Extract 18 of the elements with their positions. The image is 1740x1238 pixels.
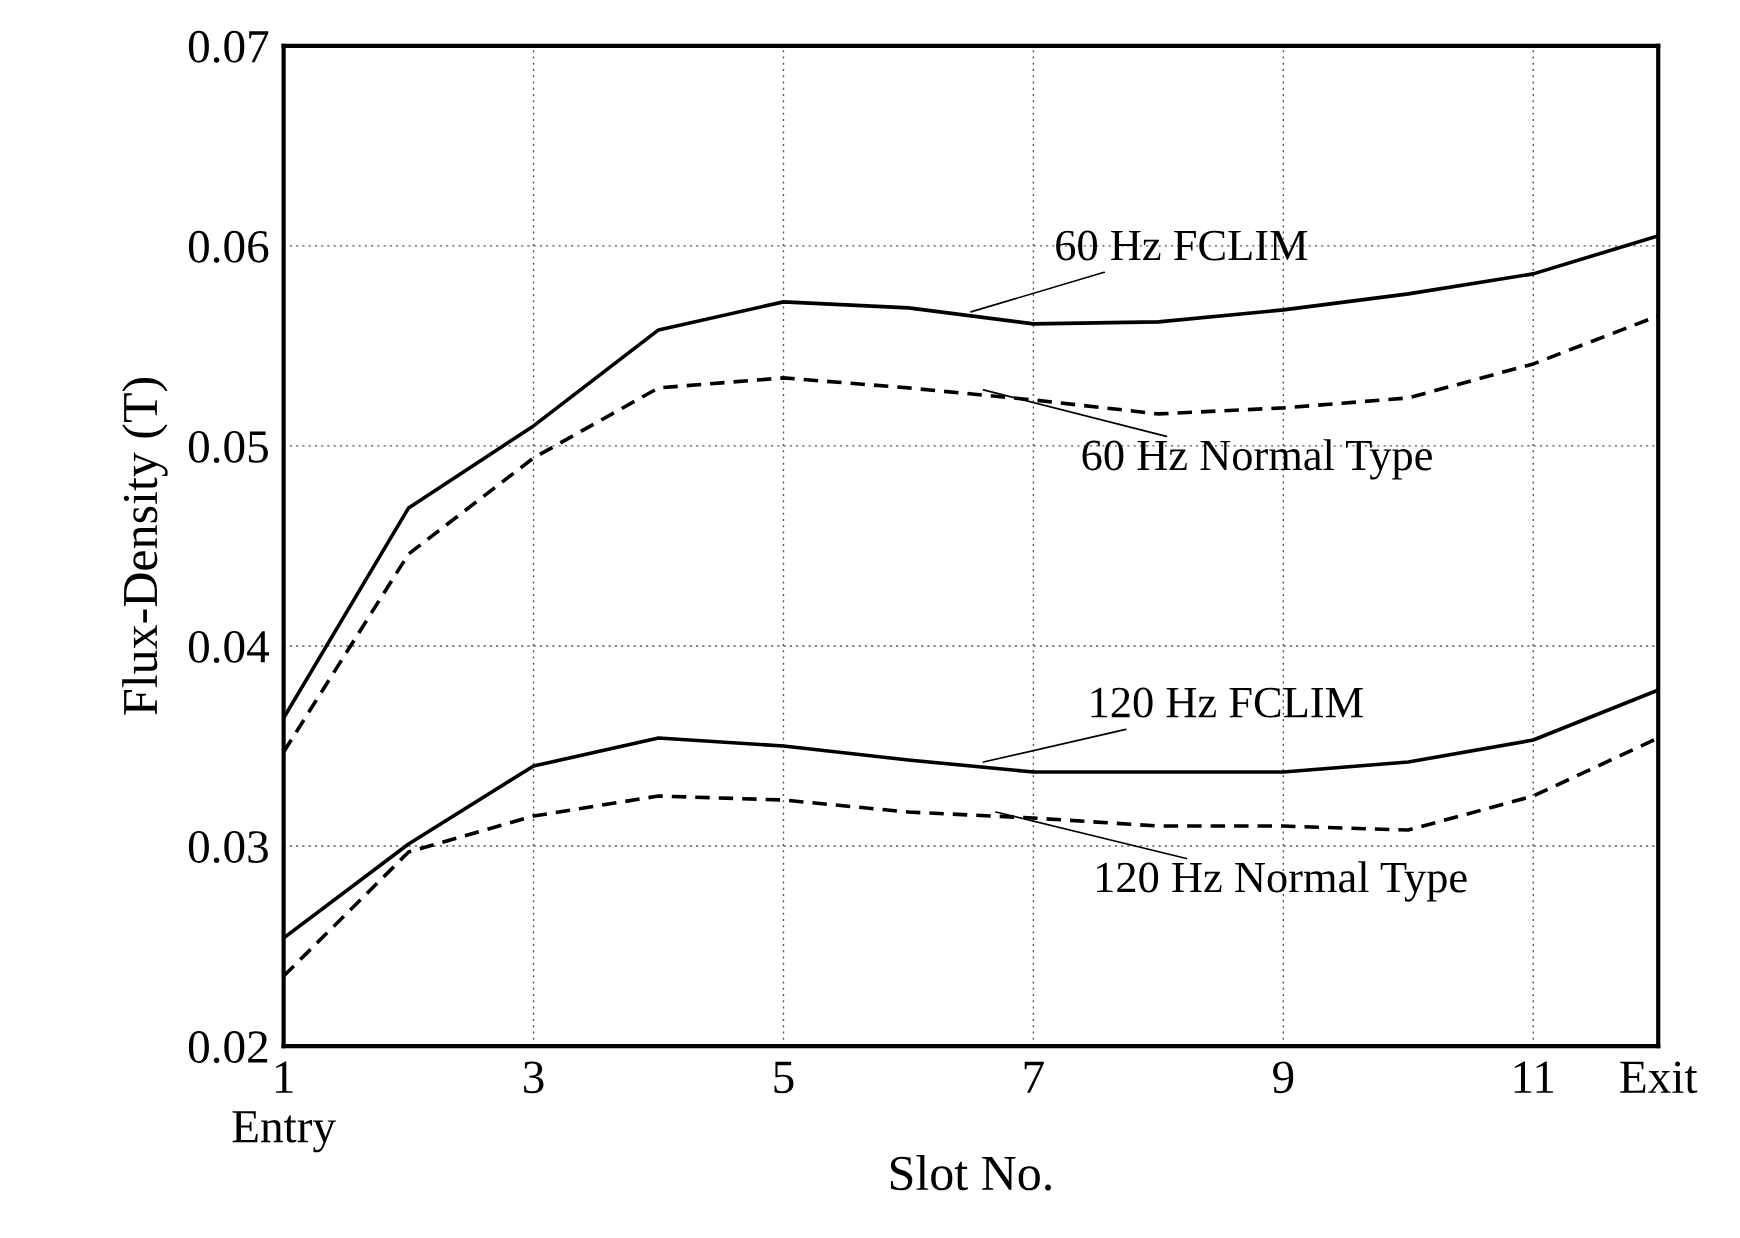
annotation: 60 Hz Normal Type [1082,439,1432,480]
annotation: 60 Hz FCLIM [1056,230,1308,261]
annotation: 120 Hz FCLIM [1091,687,1363,718]
x-tick-label: 7 [1024,1061,1044,1093]
y-tick-label: 0.05 [188,430,268,463]
x-tick-label: Exit [1620,1061,1698,1094]
x-tick-label: 11 [1514,1061,1554,1093]
y-tick-label: 0.06 [188,230,269,263]
y-tick-label: 0.07 [188,30,269,63]
x-tick-label: 3 [524,1061,544,1094]
y-tick-label: 0.04 [188,630,269,664]
y-tick-label: 0.03 [188,831,268,864]
annotation: 120 Hz Normal Type [1097,861,1467,902]
y-tick-label: 0.02 [188,1031,268,1064]
x-tick-label: 9 [1273,1061,1294,1094]
x-axis-title: Slot No. [890,1155,1051,1191]
x-tick-label: 5 [774,1061,794,1094]
y-axis-title: Flux-Density (T) [122,378,168,715]
